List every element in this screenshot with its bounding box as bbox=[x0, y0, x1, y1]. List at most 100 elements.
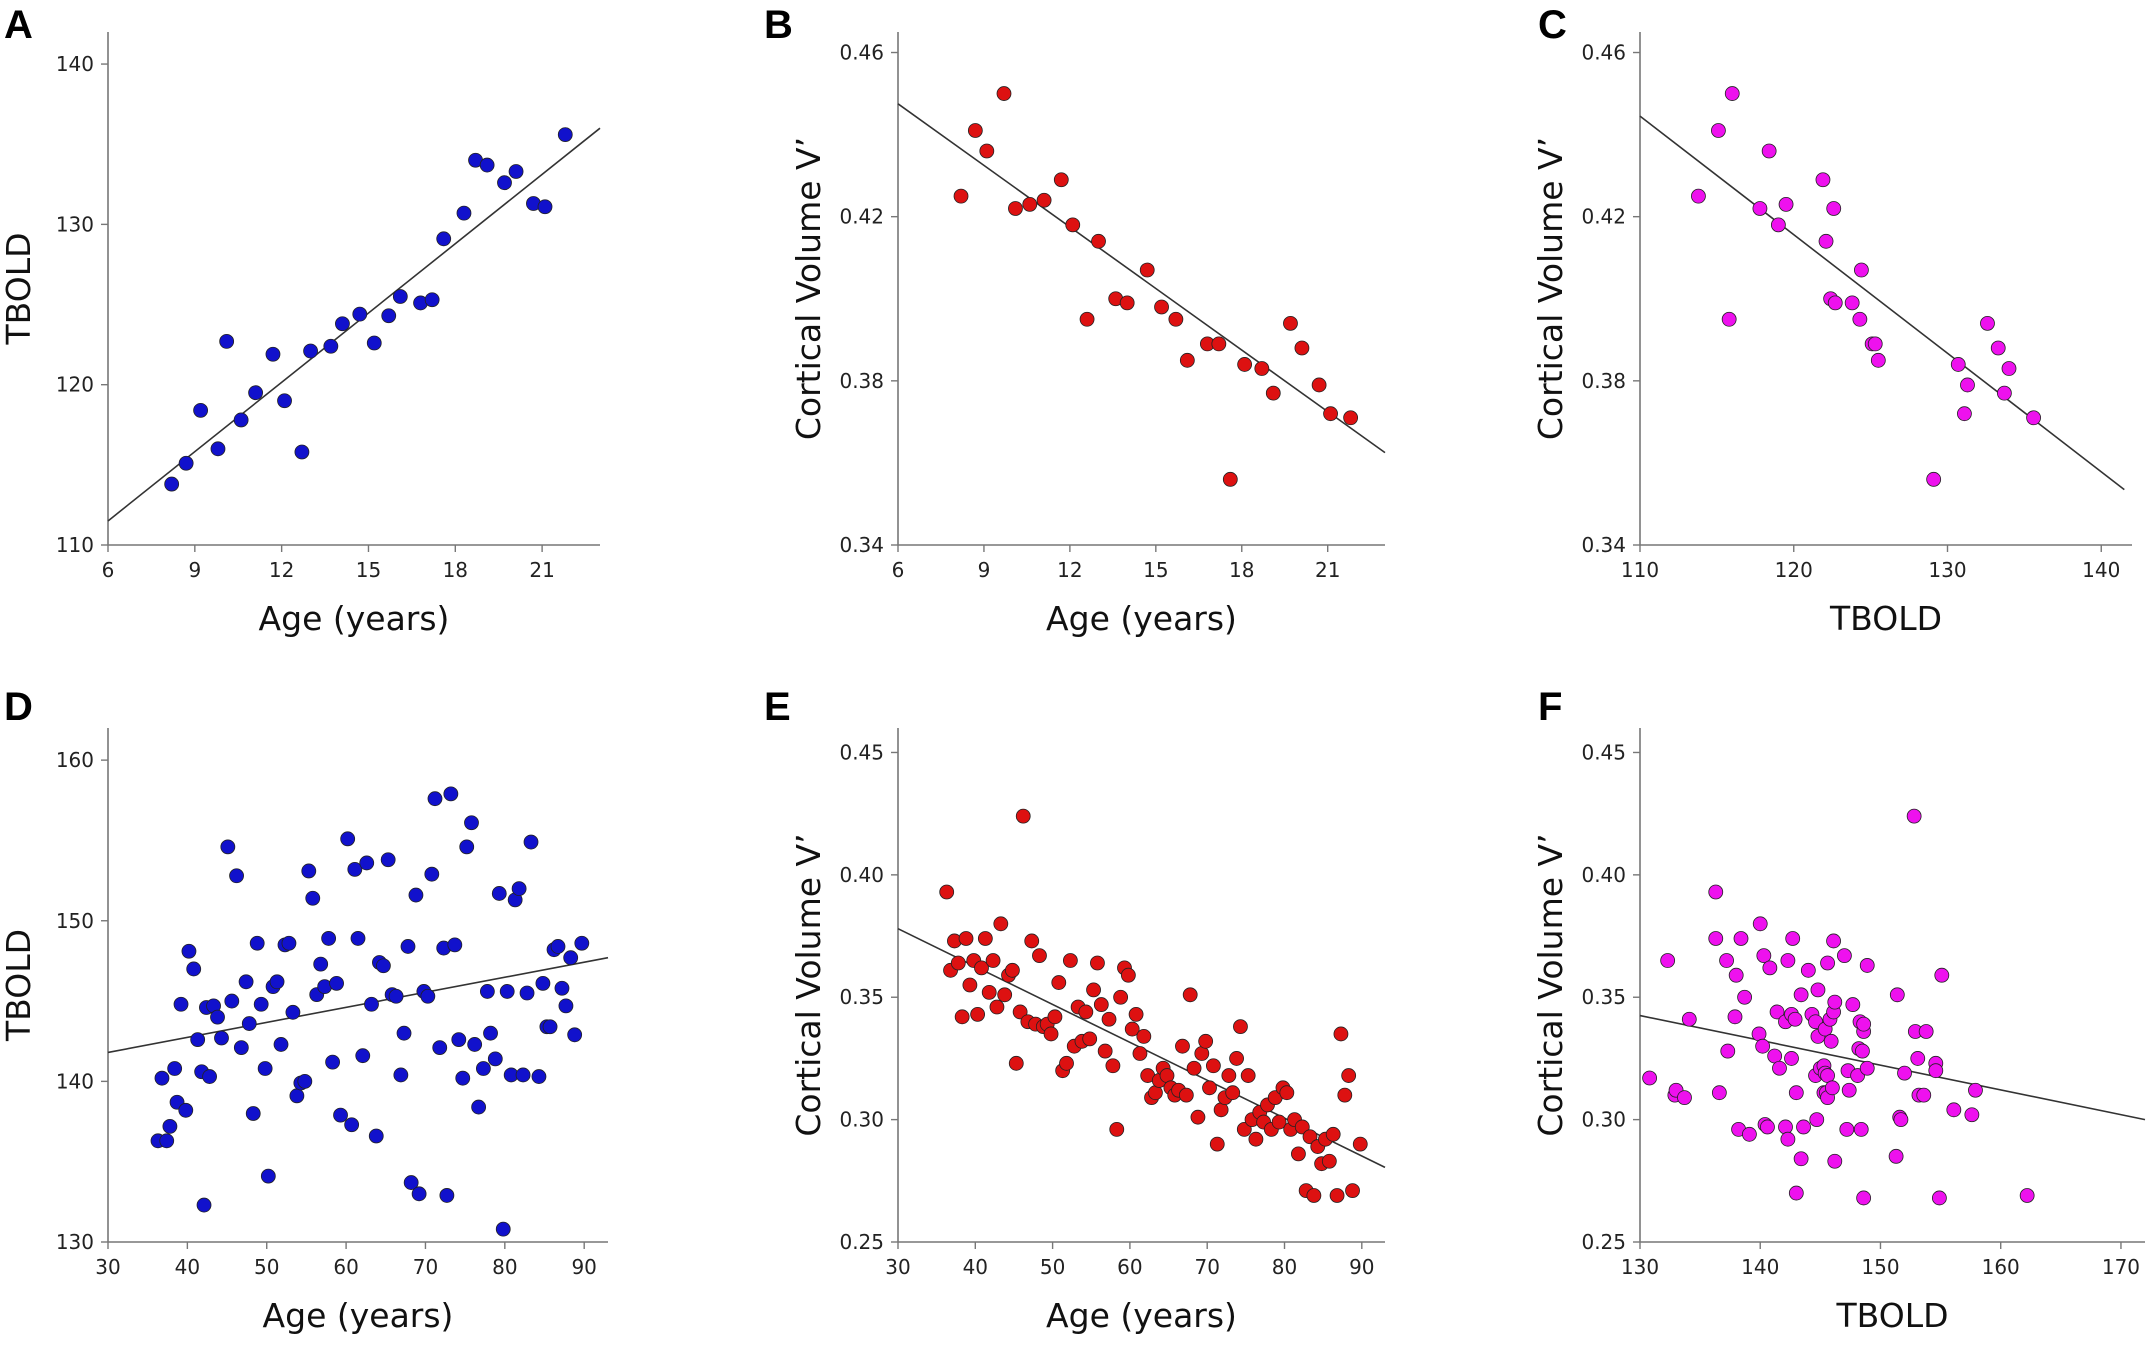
x-tick-label: 70 bbox=[413, 1255, 438, 1279]
x-tick-label: 160 bbox=[1982, 1255, 2020, 1279]
data-point bbox=[1047, 1009, 1063, 1025]
data-point bbox=[1032, 948, 1047, 964]
data-point bbox=[273, 1037, 289, 1052]
data-point bbox=[1931, 1190, 1947, 1206]
data-point bbox=[1190, 1109, 1206, 1125]
data-point bbox=[1916, 1087, 1932, 1103]
data-point bbox=[511, 881, 527, 897]
data-points bbox=[1642, 808, 2035, 1206]
data-point bbox=[1720, 1043, 1736, 1059]
data-point bbox=[424, 866, 440, 882]
data-point bbox=[355, 1048, 371, 1064]
y-tick-label: 0.46 bbox=[1581, 41, 1626, 65]
data-points bbox=[953, 86, 1359, 487]
x-tick-label: 50 bbox=[1040, 1255, 1065, 1279]
data-point bbox=[1889, 987, 1905, 1003]
data-point bbox=[323, 338, 339, 354]
data-point bbox=[294, 444, 310, 460]
data-point bbox=[1815, 172, 1831, 188]
data-point bbox=[1859, 1060, 1875, 1076]
data-point bbox=[515, 1067, 531, 1083]
data-point bbox=[241, 1016, 257, 1031]
x-tick-label: 12 bbox=[269, 558, 294, 582]
data-point bbox=[1708, 884, 1724, 900]
data-point bbox=[289, 1088, 305, 1104]
data-point bbox=[1179, 352, 1195, 368]
data-point bbox=[1793, 987, 1809, 1003]
data-point bbox=[939, 884, 955, 900]
data-point bbox=[1053, 172, 1069, 188]
data-point bbox=[167, 1061, 183, 1076]
data-point bbox=[1990, 340, 2006, 356]
data-point bbox=[475, 1061, 491, 1076]
data-point bbox=[1132, 1046, 1148, 1061]
regression-line bbox=[897, 103, 1386, 454]
data-point bbox=[1233, 1019, 1248, 1035]
data-point bbox=[1724, 86, 1740, 101]
data-point bbox=[285, 1004, 301, 1020]
x-tick-label: 170 bbox=[2102, 1255, 2140, 1279]
x-tick-label: 90 bbox=[1349, 1255, 1374, 1279]
data-point bbox=[1323, 406, 1338, 422]
data-point bbox=[1788, 1185, 1804, 1201]
data-point bbox=[1752, 916, 1768, 932]
y-axis-title: TBOLD bbox=[0, 929, 38, 1042]
data-point bbox=[471, 1099, 487, 1115]
data-point bbox=[325, 1054, 341, 1070]
data-point bbox=[1091, 233, 1106, 249]
data-point bbox=[1159, 1068, 1175, 1083]
data-point bbox=[954, 1009, 970, 1025]
data-point bbox=[1778, 196, 1794, 212]
panel-b: B 6 9 12 15 18 21 0.34 0.38 0.42 0.46 Age (years) Co… bbox=[764, 3, 1386, 638]
data-point bbox=[202, 1069, 217, 1084]
data-point bbox=[1752, 201, 1768, 216]
data-point bbox=[542, 1019, 558, 1035]
data-point bbox=[1719, 953, 1734, 968]
data-point bbox=[1008, 1055, 1024, 1071]
data-point bbox=[1043, 1026, 1059, 1042]
data-point bbox=[519, 985, 535, 1001]
data-point bbox=[375, 958, 391, 974]
y-tick-label: 140 bbox=[56, 52, 94, 76]
data-point bbox=[1820, 955, 1835, 971]
data-point bbox=[190, 1032, 206, 1048]
data-point bbox=[985, 953, 1001, 968]
x-tick-label: 6 bbox=[102, 558, 115, 582]
x-tick-label: 150 bbox=[1861, 1255, 1899, 1279]
data-point bbox=[220, 839, 236, 855]
data-point bbox=[393, 1067, 409, 1083]
regression-line bbox=[1639, 1014, 2146, 1121]
data-point bbox=[1333, 1026, 1349, 1042]
data-point bbox=[249, 935, 265, 951]
data-point bbox=[1727, 1009, 1743, 1025]
y-axis-title: TBOLD bbox=[0, 233, 38, 346]
x-tick-label: 50 bbox=[254, 1255, 279, 1279]
data-point bbox=[186, 961, 202, 977]
y-tick-label: 110 bbox=[56, 533, 94, 557]
data-point bbox=[1154, 299, 1169, 315]
data-point bbox=[427, 791, 443, 807]
data-point bbox=[981, 984, 997, 1000]
data-point bbox=[574, 935, 590, 951]
data-point bbox=[1968, 1082, 1983, 1098]
data-point bbox=[224, 993, 240, 1009]
data-point bbox=[173, 996, 189, 1012]
data-point bbox=[1237, 357, 1253, 372]
y-tick-label: 160 bbox=[56, 748, 94, 772]
x-tick-label: 110 bbox=[1621, 558, 1659, 582]
data-point bbox=[1778, 1119, 1793, 1135]
data-point bbox=[1229, 1051, 1244, 1066]
panel-label: A bbox=[4, 3, 33, 47]
data-point bbox=[979, 143, 995, 159]
data-point bbox=[265, 346, 281, 362]
data-point bbox=[1211, 336, 1227, 352]
data-point bbox=[1827, 994, 1843, 1010]
data-point bbox=[193, 402, 209, 418]
panel-label: F bbox=[1538, 685, 1562, 729]
data-point bbox=[380, 852, 396, 868]
data-point bbox=[1677, 1090, 1692, 1105]
data-point bbox=[396, 1025, 412, 1041]
data-point bbox=[1681, 1011, 1697, 1027]
data-point bbox=[1852, 311, 1868, 327]
data-point bbox=[1062, 953, 1078, 968]
